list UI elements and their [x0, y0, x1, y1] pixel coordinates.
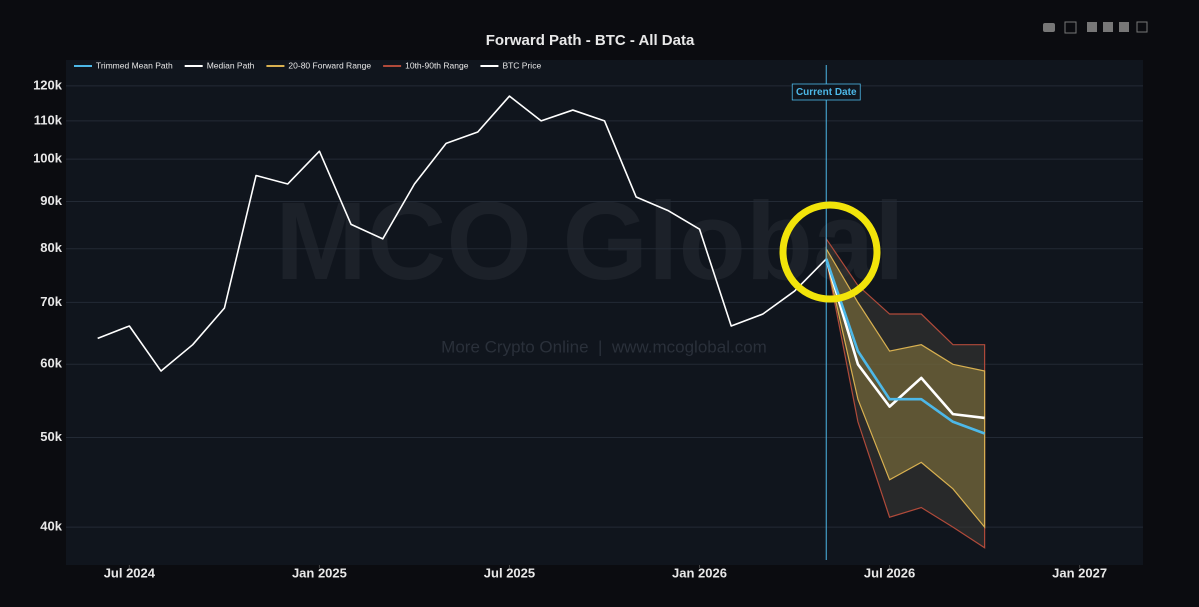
- line-series: [824, 258, 985, 420]
- reset-icon[interactable]: [1136, 21, 1148, 33]
- zoom-in-icon[interactable]: [1087, 22, 1097, 32]
- line-series: [825, 258, 986, 435]
- chart-title: Forward Path - BTC - All Data: [486, 32, 695, 49]
- y-tick-label: 80k: [40, 240, 62, 255]
- legend-label: 10th-90th Range: [405, 60, 469, 70]
- legend-label: BTC Price: [502, 60, 541, 70]
- toolbar[interactable]: [1043, 21, 1148, 34]
- x-tick-label: Jul 2025: [484, 565, 535, 580]
- highlight-circle: [779, 201, 881, 303]
- x-tick-label: Jan 2027: [1052, 565, 1107, 580]
- y-tick-label: 110k: [34, 112, 63, 127]
- x-tick-label: Jan 2025: [292, 565, 347, 580]
- watermark-subtitle: More Crypto Online | www.mcoglobal.com: [441, 337, 767, 356]
- camera-icon[interactable]: [1043, 23, 1055, 32]
- y-tick-label: 40k: [40, 519, 62, 534]
- y-tick-label: 50k: [40, 429, 62, 444]
- current-date-box: [791, 83, 861, 101]
- pan-icon[interactable]: [1064, 21, 1077, 34]
- x-tick-label: Jul 2024: [104, 565, 156, 580]
- x-tick-label: Jul 2026: [864, 565, 915, 580]
- y-tick-label: 100k: [33, 151, 63, 166]
- y-tick-label: 120k: [33, 77, 63, 92]
- home-icon[interactable]: [1119, 22, 1129, 32]
- watermark: MCO Global: [275, 180, 904, 303]
- legend-label: 20-80 Forward Range: [288, 60, 371, 70]
- legend-label: Trimmed Mean Path: [96, 60, 173, 70]
- x-tick-label: Jan 2026: [672, 565, 727, 580]
- line-series: [97, 95, 827, 372]
- zoom-out-icon[interactable]: [1103, 22, 1113, 32]
- y-tick-label: 90k: [40, 193, 62, 208]
- y-tick-label: 70k: [40, 294, 62, 309]
- range-band: [825, 246, 986, 529]
- legend-label: Median Path: [207, 60, 255, 70]
- y-tick-label: 60k: [40, 356, 62, 371]
- current-date-label: Current Date: [796, 87, 857, 98]
